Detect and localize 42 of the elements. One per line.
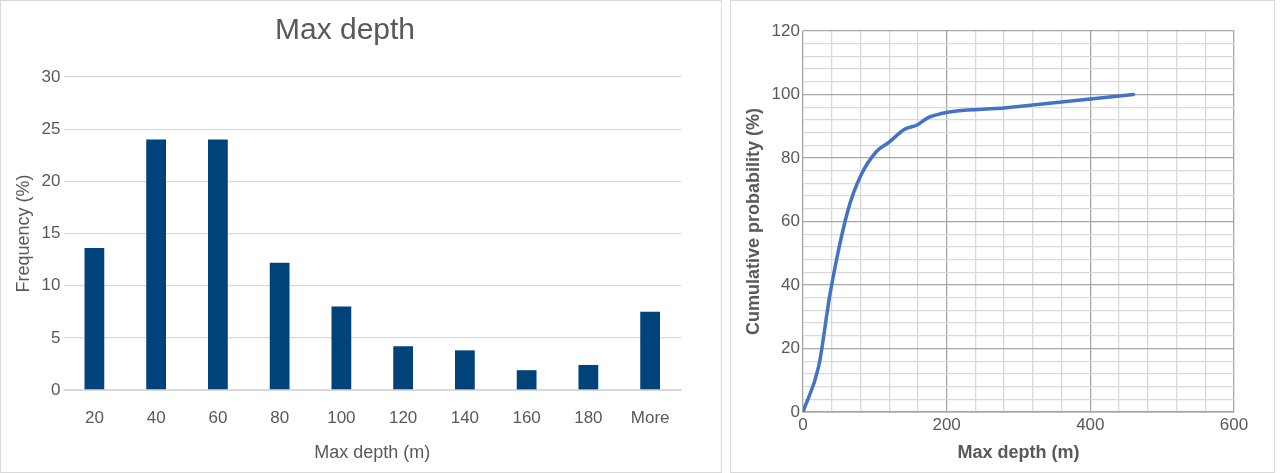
y-tick-label: 40: [781, 274, 800, 294]
y-tick-label: 0: [51, 379, 61, 399]
bar: [578, 364, 599, 390]
chart-title: Max depth: [274, 12, 416, 46]
y-tick-label: 20: [781, 338, 800, 358]
x-tick-label: 120: [388, 407, 418, 427]
x-tick-label: 60: [208, 407, 228, 427]
x-tick-label: 180: [574, 407, 603, 427]
x-tick-label: 100: [327, 407, 356, 427]
bar: [640, 311, 661, 390]
x-tick-label: 80: [270, 407, 290, 427]
bar: [516, 370, 537, 390]
line-series: [802, 92, 1136, 412]
y-tick-label: 100: [771, 84, 800, 104]
y-tick-label: 10: [41, 275, 61, 295]
y-tick-label: 25: [41, 118, 61, 138]
bar: [208, 139, 228, 390]
x-axis-title: Max depth (m): [314, 442, 431, 463]
bar: [84, 248, 105, 390]
x-tick-label: 600: [1219, 414, 1249, 434]
x-tick-label: More: [630, 407, 670, 427]
x-tick-label: 160: [512, 407, 541, 427]
y-axis-title: Frequency (%): [12, 174, 33, 293]
y-tick-label: 20: [41, 171, 61, 191]
x-tick-label: 20: [84, 407, 104, 427]
bar: [146, 139, 167, 390]
y-tick-label: 15: [41, 223, 61, 243]
y-tick-label: 80: [781, 147, 800, 167]
y-tick-label: 30: [41, 66, 61, 86]
x-tick-label: 400: [1076, 414, 1105, 434]
bar: [455, 350, 475, 390]
x-axis-title: Max depth (m): [957, 442, 1080, 463]
x-tick-label: 40: [146, 407, 166, 427]
y-tick-label: 120: [771, 20, 800, 40]
bar: [393, 346, 414, 390]
y-tick-label: 5: [51, 327, 61, 347]
y-tick-label: 60: [781, 211, 800, 231]
x-tick-label: 200: [932, 414, 961, 434]
x-tick-label: 140: [450, 407, 480, 427]
y-axis-title: Cumulative probability (%): [742, 107, 763, 336]
bar: [269, 262, 290, 390]
bar: [331, 306, 352, 390]
